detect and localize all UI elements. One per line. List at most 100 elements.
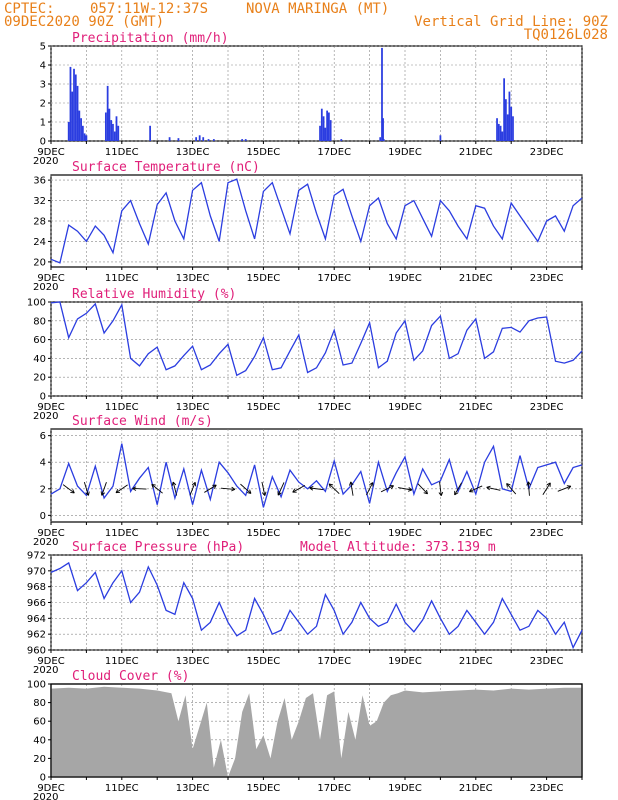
wind-arrow-head	[438, 491, 444, 496]
wind-arrow	[309, 487, 324, 491]
precip-bar	[326, 110, 329, 141]
precip-bar	[106, 85, 109, 141]
x-year-label: 2020	[33, 282, 58, 293]
wind-arrow-head	[469, 488, 474, 493]
precip-bar	[108, 108, 111, 141]
wind-arrow	[62, 484, 75, 494]
wind-arrow-head	[292, 488, 297, 493]
y-tick-label: 32	[33, 196, 46, 207]
wind-arrow	[350, 481, 354, 496]
wind-arrow	[240, 483, 252, 494]
precip-bar	[195, 137, 198, 141]
panel-frame	[50, 428, 583, 523]
precip-bar	[83, 133, 86, 141]
precip-bar	[510, 106, 513, 141]
y-tick-label: 20	[33, 373, 46, 384]
y-tick-label: 36	[33, 176, 46, 187]
header-model: TQ0126L028	[524, 27, 608, 43]
wind-arrow-head	[454, 490, 459, 496]
panel-rh: 0 20 40 60 80 100 9DEC 11DEC 13DEC 15DEC 17DEC 19DE…	[27, 287, 583, 422]
wind-arrow	[115, 484, 128, 494]
y-tick-label: 4	[40, 458, 46, 469]
precip-bar	[328, 112, 330, 141]
x-tick-label: 11DEC	[105, 273, 139, 284]
panel-title: Surface Pressure (hPa)	[72, 540, 244, 555]
precip-bar	[381, 47, 383, 141]
wind-arrow-head	[115, 488, 121, 494]
x-year-label: 2020	[33, 537, 58, 548]
wind-arrow-head	[526, 481, 531, 486]
wind-arrow	[469, 485, 483, 493]
precip-bar	[503, 78, 506, 141]
panel-title: Cloud Cover (%)	[72, 669, 189, 684]
header-grid-line: Vertical Grid Line: 90Z	[414, 14, 608, 30]
wind-arrow-head	[486, 485, 491, 491]
precip-bar	[506, 114, 509, 141]
x-tick-label: 15DEC	[247, 273, 281, 284]
precip-bar	[241, 139, 244, 141]
precip-bar	[382, 139, 385, 141]
x-tick-label: 23DEC	[530, 783, 564, 794]
x-tick-label: 9DEC	[37, 528, 64, 539]
x-tick-label: 17DEC	[317, 273, 351, 284]
panel-cloud: 0 20 40 60 80 100 9DEC 11DEC 13DEC 15DEC 17DEC 19DE…	[27, 669, 583, 800]
x-tick-label: 13DEC	[176, 147, 210, 158]
wind-arrow-head	[70, 489, 75, 494]
precip-bar	[149, 125, 152, 141]
precip-bar	[508, 91, 511, 141]
wind-arrow	[83, 481, 89, 496]
x-tick-label: 17DEC	[317, 656, 351, 667]
y-tick-label: 968	[27, 582, 46, 593]
precip-bar	[497, 123, 500, 141]
header-coordinates: 057:11W-12:37S	[90, 1, 208, 17]
wind-arrow-head	[261, 491, 267, 496]
x-tick-label: 13DEC	[176, 273, 210, 284]
x-tick-label: 9DEC	[37, 273, 64, 284]
x-tick-label: 13DEC	[176, 783, 210, 794]
panel-pressure: 960 962 964 966 968 970 972 9DEC 11DEC 13DEC 15DEC…	[27, 540, 583, 676]
y-tick-label: 2	[40, 99, 46, 110]
x-tick-label: 19DEC	[388, 656, 422, 667]
precip-bar	[319, 125, 321, 141]
precip-bar	[104, 112, 107, 141]
header-location: NOVA MARINGA (MT)	[246, 1, 389, 17]
precip-bar	[512, 116, 514, 141]
precip-bar	[112, 123, 114, 141]
y-tick-label: 6	[40, 431, 46, 442]
precip-bar	[85, 135, 88, 141]
y-tick-label: 100	[27, 298, 46, 309]
x-tick-label: 21DEC	[459, 783, 493, 794]
wind-arrow-head	[277, 491, 282, 496]
wind-arrow	[172, 481, 178, 496]
wind-arrow-head	[171, 481, 177, 486]
wind-arrow	[220, 487, 236, 490]
x-year-label: 2020	[33, 665, 58, 676]
x-tick-label: 9DEC	[37, 147, 64, 158]
wind-arrow-head	[309, 486, 314, 491]
x-tick-label: 9DEC	[37, 783, 64, 794]
wind-arrow	[292, 484, 306, 493]
precip-bar	[198, 135, 201, 141]
precip-bar	[115, 116, 118, 141]
wind-arrow-head	[191, 481, 197, 487]
wind-arrow-head	[369, 482, 374, 487]
wind-arrow	[328, 483, 340, 494]
y-tick-label: 3	[40, 80, 46, 91]
y-tick-label: 20	[33, 257, 46, 268]
wind-arrow	[204, 484, 217, 493]
x-tick-label: 17DEC	[317, 783, 351, 794]
wind-arrow	[151, 484, 163, 494]
x-tick-label: 21DEC	[459, 147, 493, 158]
precip-bar	[67, 122, 70, 141]
y-tick-label: 962	[27, 630, 46, 641]
precip-bar	[501, 131, 504, 141]
x-tick-label: 19DEC	[388, 273, 422, 284]
precip-bar	[177, 138, 180, 141]
wind-arrow	[486, 486, 501, 491]
wind-arrow	[506, 483, 517, 495]
x-tick-label: 17DEC	[317, 402, 351, 413]
precip-bar	[244, 139, 247, 141]
x-tick-label: 9DEC	[37, 402, 64, 413]
wind-arrow-head	[546, 482, 551, 487]
x-tick-label: 15DEC	[247, 656, 281, 667]
